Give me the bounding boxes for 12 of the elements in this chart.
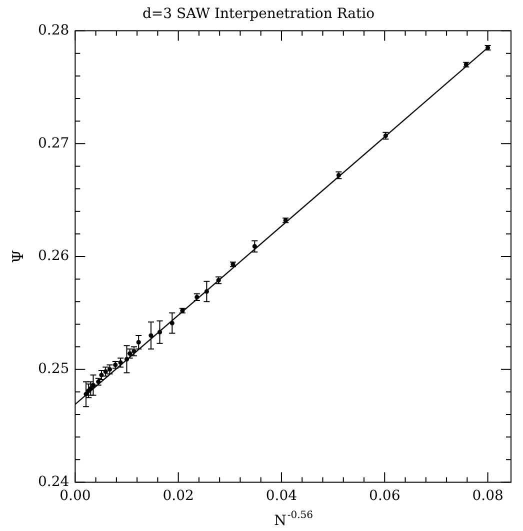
chart-title: d=3 SAW Interpenetration Ratio [142,6,375,22]
x-tick-label: 0.02 [162,488,194,504]
y-tick-label: 0.27 [38,135,70,152]
y-tick-label: 0.26 [38,248,70,264]
x-tick-label: 0.00 [60,488,91,504]
y-tick-label: 0.28 [38,22,70,38]
x-tick-label: 0.06 [369,488,400,504]
x-tick-label: 0.08 [472,488,504,504]
y-tick-label: 0.24 [38,474,70,490]
y-axis-title: Ψ [8,250,27,264]
y-tick-label: 0.25 [38,360,70,377]
x-tick-label: 0.04 [266,488,298,504]
